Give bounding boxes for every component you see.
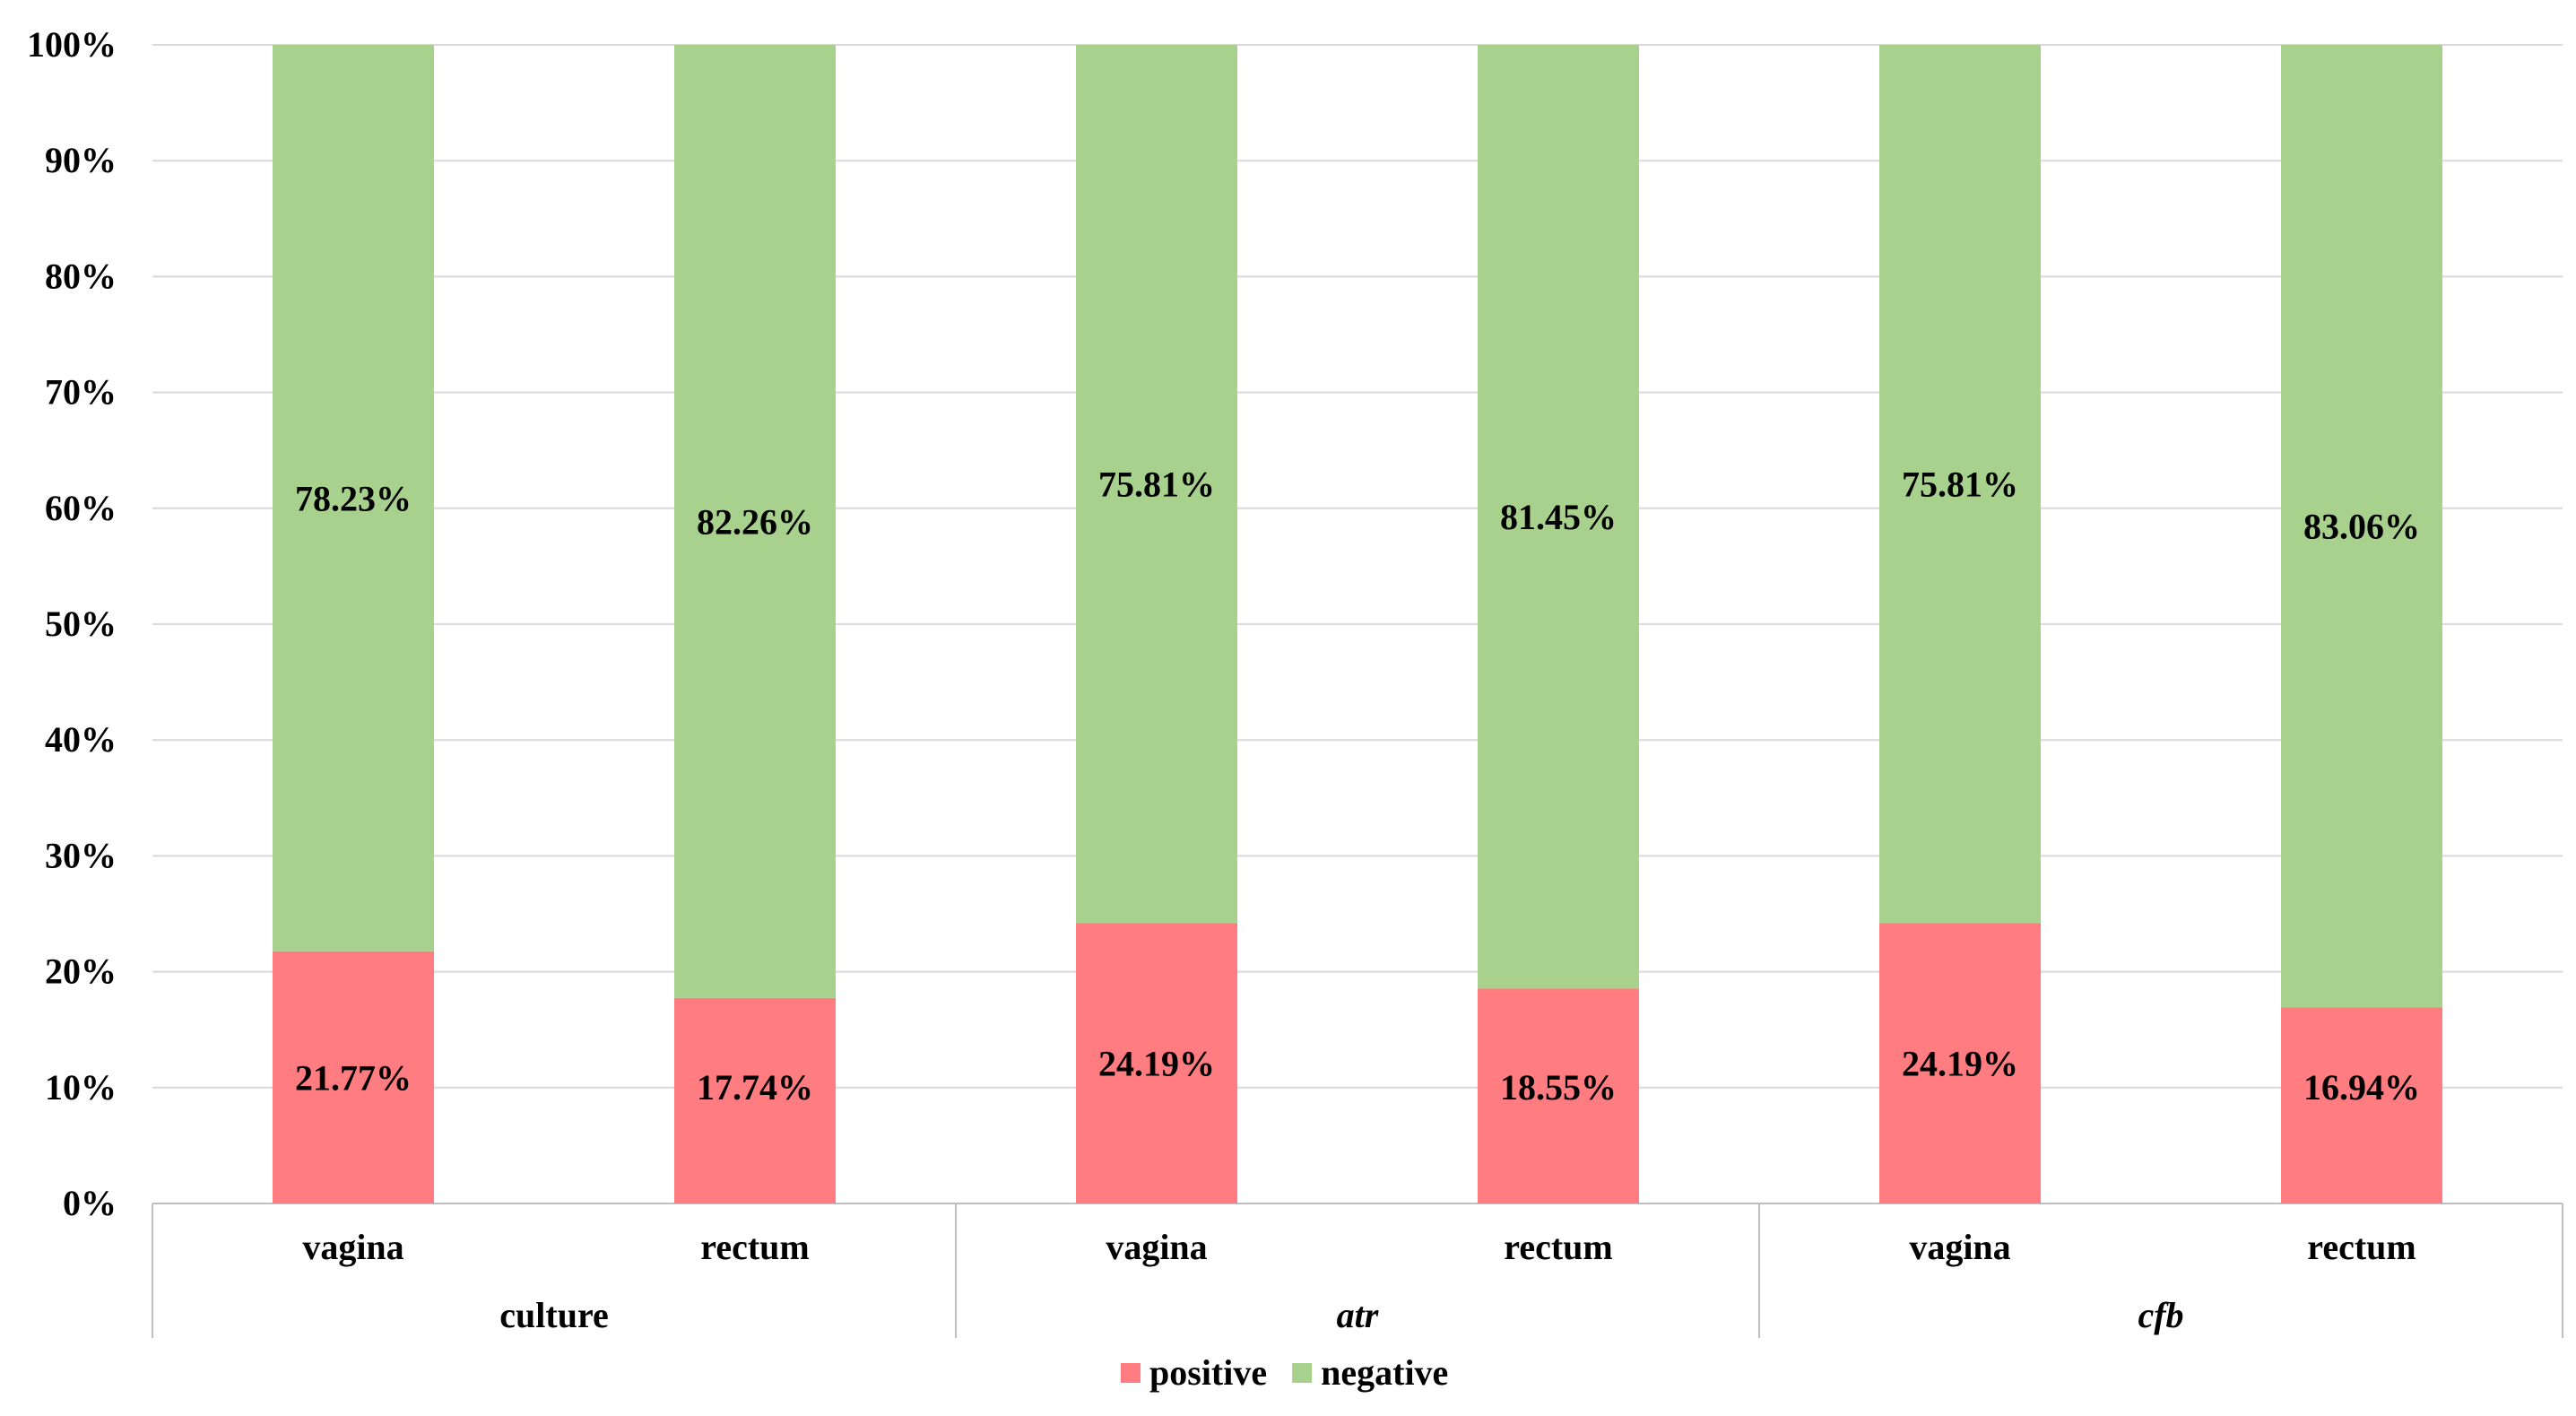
data-label-positive: 18.55% bbox=[1500, 1067, 1617, 1108]
y-tick-label: 90% bbox=[45, 140, 117, 180]
x-category-label: vagina bbox=[1106, 1227, 1207, 1267]
bars bbox=[273, 45, 2442, 1203]
y-tick-label: 70% bbox=[45, 372, 117, 413]
y-tick-label: 80% bbox=[45, 256, 117, 296]
data-label-positive: 16.94% bbox=[2303, 1067, 2420, 1108]
bar-negative-vagina bbox=[273, 45, 434, 951]
legend-swatch-positive bbox=[1121, 1363, 1141, 1383]
y-tick-label: 10% bbox=[45, 1067, 117, 1108]
bar-positive-vagina bbox=[1076, 923, 1237, 1203]
bar-positive-vagina bbox=[1879, 923, 2041, 1203]
y-axis: 0% 10% 20% 30% 40% 50% 60% 70% 80% 90% 100% bbox=[27, 24, 117, 1223]
data-label-negative: 75.81% bbox=[1098, 465, 1215, 505]
bar-negative-rectum bbox=[1478, 45, 1639, 989]
y-tick-label: 60% bbox=[45, 488, 117, 528]
x-group-label: cfb bbox=[2138, 1295, 2183, 1335]
gridlines bbox=[152, 44, 2563, 1204]
x-category-label: rectum bbox=[2307, 1227, 2416, 1267]
x-category-label: rectum bbox=[1504, 1227, 1612, 1267]
data-label-negative: 78.23% bbox=[295, 478, 412, 518]
x-group-label: atr bbox=[1337, 1295, 1379, 1335]
bar-negative-rectum bbox=[674, 45, 836, 998]
data-label-positive: 24.19% bbox=[1098, 1044, 1215, 1084]
y-tick-label: 20% bbox=[45, 951, 117, 992]
data-label-negative: 75.81% bbox=[1902, 465, 2018, 505]
x-category-label: vagina bbox=[1909, 1227, 2010, 1267]
data-label-positive: 24.19% bbox=[1902, 1044, 2018, 1084]
legend-label-positive: positive bbox=[1149, 1352, 1267, 1393]
bar-positive-vagina bbox=[273, 951, 434, 1203]
y-tick-label: 100% bbox=[27, 24, 117, 65]
data-label-positive: 21.77% bbox=[295, 1057, 412, 1098]
y-tick-label: 40% bbox=[45, 719, 117, 760]
x-category-label: vagina bbox=[302, 1227, 403, 1267]
data-label-negative: 83.06% bbox=[2303, 507, 2420, 547]
legend-swatch-negative bbox=[1292, 1363, 1313, 1383]
legend: positive negative bbox=[1121, 1352, 1448, 1393]
x-group-label: culture bbox=[499, 1295, 608, 1335]
bar-positive-rectum bbox=[1478, 988, 1639, 1203]
y-tick-label: 30% bbox=[45, 835, 117, 875]
bar-negative-rectum bbox=[2281, 45, 2442, 1008]
x-axis: vagina rectum vagina rectum vagina rectum cult… bbox=[152, 1203, 2563, 1338]
bar-positive-rectum bbox=[2281, 1007, 2442, 1203]
bar-negative-vagina bbox=[1879, 45, 2041, 924]
legend-label-negative: negative bbox=[1321, 1352, 1448, 1393]
y-tick-label: 50% bbox=[45, 604, 117, 644]
data-labels: 21.77% 17.74% 24.19% 18.55% 24.19% 16.94% 78.2… bbox=[295, 465, 2420, 1108]
bar-positive-rectum bbox=[674, 997, 836, 1203]
data-label-negative: 82.26% bbox=[697, 501, 813, 542]
data-label-positive: 17.74% bbox=[697, 1067, 813, 1108]
y-tick-label: 0% bbox=[63, 1183, 117, 1223]
x-category-label: rectum bbox=[700, 1227, 809, 1267]
bar-negative-vagina bbox=[1076, 45, 1237, 924]
data-label-negative: 81.45% bbox=[1500, 497, 1617, 537]
